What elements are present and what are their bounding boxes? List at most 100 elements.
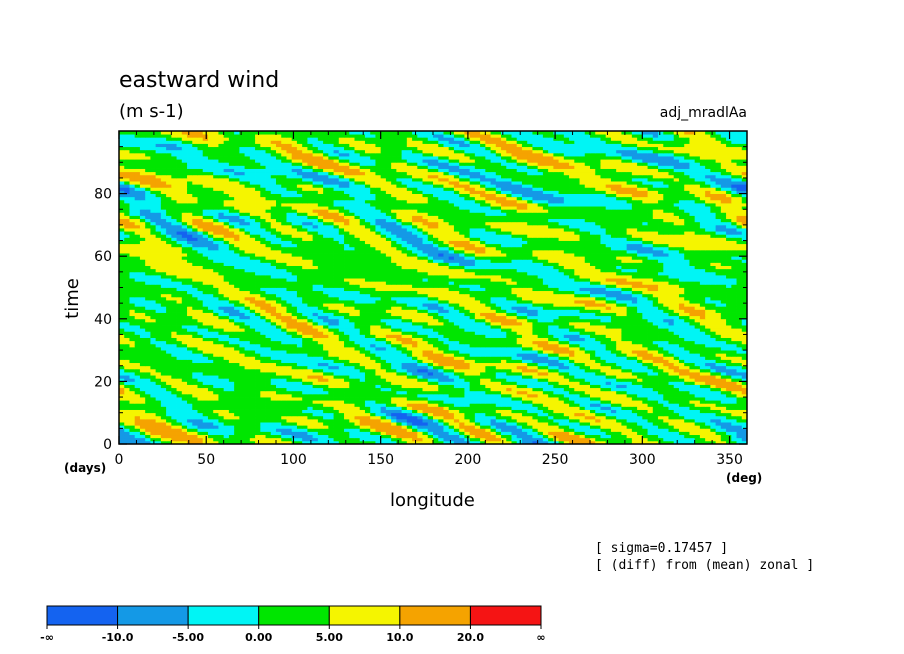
heatmap-cell [406,365,413,370]
heatmap-cell [166,325,172,329]
heatmap-cell [501,425,507,429]
heatmap-cell [139,378,146,382]
heatmap-cell [726,328,732,332]
heatmap-cell [569,378,575,382]
heatmap-cell [176,381,183,385]
heatmap-cell [176,340,183,345]
heatmap-cell [610,362,617,367]
heatmap-cell [584,406,591,410]
heatmap-cell [333,381,340,385]
heatmap-cell [684,356,690,360]
heatmap-cell [364,403,371,407]
heatmap-cell [637,368,643,373]
heatmap-cell [218,359,225,364]
heatmap-cell [412,400,418,404]
heatmap-cell [590,384,596,389]
heatmap-cell [673,353,680,357]
heatmap-cell [213,346,219,351]
heatmap-cell [590,378,596,382]
heatmap-cell [401,393,408,398]
heatmap-cell [401,334,408,338]
heatmap-cell [317,425,324,429]
heatmap-cell [668,356,675,360]
heatmap-cell [124,415,130,420]
heatmap-cell [296,334,303,338]
heatmap-cell [527,334,533,338]
heatmap-cell [469,337,476,342]
heatmap-cell [228,356,235,360]
heatmap-cell [291,365,298,370]
heatmap-cell [480,350,486,354]
heatmap-cell [213,400,219,404]
heatmap-cell [590,440,596,444]
heatmap-cell [286,425,293,429]
heatmap-cell [642,425,648,429]
heatmap-cell [181,321,188,326]
heatmap-cell [354,378,361,382]
heatmap-cell [652,406,659,410]
heatmap-cell [516,397,523,401]
heatmap-cell [506,356,512,360]
heatmap-cell [328,425,334,429]
heatmap-cell [527,346,533,351]
heatmap-cell [396,425,402,429]
heatmap-cell [427,325,434,329]
heatmap-cell [385,334,392,338]
heatmap-cell [642,397,648,401]
heatmap-cell [323,368,329,373]
heatmap-cell [689,387,696,392]
heatmap-cell [663,400,669,404]
heatmap-cell [438,384,444,389]
heatmap-cell [652,378,659,382]
heatmap-cell [119,375,125,379]
heatmap-cell [260,418,266,423]
heatmap-cell [323,403,329,407]
heatmap-cell [443,397,450,401]
heatmap-cell [558,415,565,420]
heatmap-cell [720,397,727,401]
heatmap-cell [239,422,245,426]
heatmap-cell [422,315,429,320]
heatmap-cell [678,418,685,423]
heatmap-cell [312,337,319,342]
heatmap-cell [658,390,664,395]
heatmap-cell [474,425,481,429]
heatmap-cell [595,431,601,436]
heatmap-cell [234,353,240,357]
heatmap-cell [678,362,685,367]
heatmap-cell [281,440,287,444]
heatmap-cell [726,400,732,404]
heatmap-cell [584,318,591,323]
heatmap-cell [249,365,256,370]
heatmap-cell [286,375,293,379]
heatmap-cell [370,312,376,317]
heatmap-cell [255,387,261,392]
heatmap-cell [673,343,680,348]
heatmap-cell [699,350,706,354]
heatmap-cell [663,318,669,323]
heatmap-cell [642,334,648,338]
heatmap-cell [647,384,654,389]
heatmap-cell [307,393,314,398]
heatmap-cell [553,331,559,335]
heatmap-cell [647,409,654,414]
heatmap-cell [181,387,188,392]
heatmap-cell [145,437,151,442]
heatmap-cell [359,343,366,348]
heatmap-cell [187,422,193,426]
heatmap-cell [202,356,209,360]
heatmap-cell [328,340,334,345]
heatmap-cell [265,359,272,364]
heatmap-cell [202,325,209,329]
heatmap-cell [228,431,235,436]
heatmap-cell [443,393,450,398]
heatmap-cell [616,337,622,342]
heatmap-cell [485,343,491,348]
heatmap-cell [668,321,675,326]
heatmap-cell [433,397,439,401]
heatmap-cell [584,431,591,436]
heatmap-cell [626,337,633,342]
heatmap-cell [474,331,481,335]
heatmap-cell [726,325,732,329]
heatmap-cell [359,434,366,439]
